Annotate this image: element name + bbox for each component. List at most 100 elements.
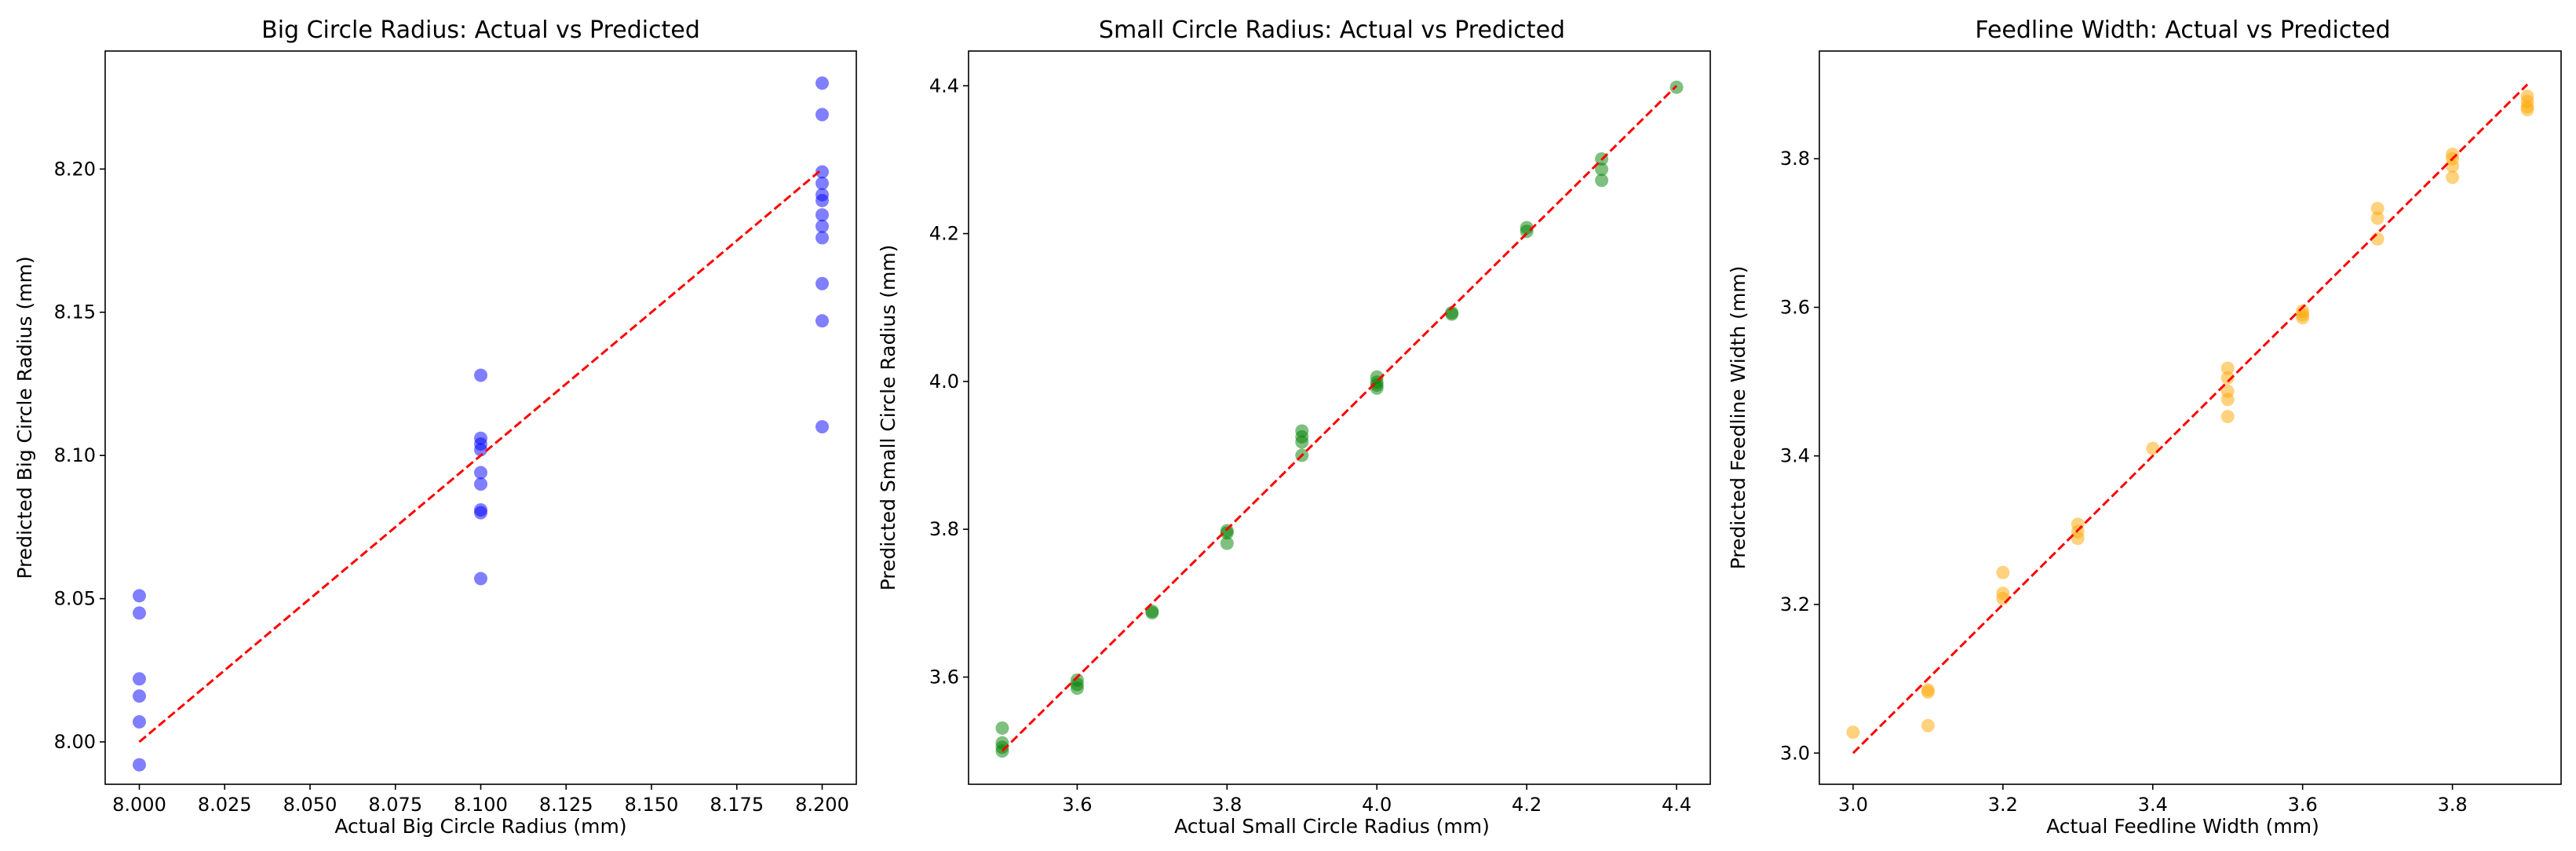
data-point — [1370, 381, 1384, 395]
x-tick-label: 8.100 — [454, 794, 508, 816]
data-point — [474, 466, 487, 480]
data-point — [1145, 606, 1159, 620]
x-tick-label: 3.2 — [1988, 794, 2018, 816]
y-tick-label: 3.6 — [929, 666, 959, 688]
x-tick-label: 4.2 — [1512, 794, 1542, 816]
x-axis-label: Actual Feedline Width (mm) — [2046, 815, 2319, 838]
data-point — [133, 672, 146, 686]
subplot-small-circle-radius: Small Circle Radius: Actual vs Predicted… — [877, 16, 1711, 838]
data-point — [133, 589, 146, 603]
data-point — [474, 506, 487, 520]
data-point — [2220, 361, 2235, 375]
x-tick-label: 3.6 — [2288, 794, 2318, 816]
chart-title: Small Circle Radius: Actual vs Predicted — [1099, 16, 1565, 44]
data-point — [1921, 685, 1935, 699]
x-tick-label: 3.6 — [1062, 794, 1092, 816]
chart-title: Feedline Width: Actual vs Predicted — [1975, 16, 2390, 44]
data-point — [1520, 225, 1534, 239]
data-point — [1445, 307, 1459, 321]
data-point — [474, 477, 487, 491]
axes-frame — [1819, 50, 2562, 785]
data-point — [815, 208, 829, 222]
data-point — [2220, 371, 2235, 385]
x-tick-label: 8.000 — [112, 794, 166, 816]
y-tick-label: 4.4 — [929, 75, 959, 97]
y-tick-label: 8.05 — [54, 588, 96, 610]
x-tick-label: 3.0 — [1838, 794, 1868, 816]
data-point — [133, 758, 146, 772]
x-axis-label: Actual Big Circle Radius (mm) — [334, 815, 626, 838]
x-tick-label: 4.0 — [1362, 794, 1392, 816]
data-point — [1595, 173, 1609, 188]
x-tick-label: 8.050 — [283, 794, 338, 816]
data-point — [2446, 170, 2460, 184]
data-point — [2370, 211, 2384, 225]
y-tick-label: 8.10 — [54, 444, 96, 466]
ideal-reference-line — [1001, 85, 1678, 752]
data-point — [2370, 202, 2384, 216]
data-point — [2296, 311, 2310, 325]
data-point — [815, 314, 829, 328]
data-point — [1295, 435, 1309, 449]
data-point — [133, 606, 146, 620]
x-tick-label: 8.175 — [710, 794, 764, 816]
data-point — [474, 572, 487, 586]
data-point — [2220, 410, 2235, 424]
y-tick-label: 3.6 — [1780, 296, 1810, 318]
data-point — [815, 231, 829, 245]
y-tick-label: 3.0 — [1780, 742, 1810, 764]
data-point — [1996, 565, 2010, 579]
data-point — [815, 219, 829, 233]
data-point — [133, 714, 146, 729]
x-tick-label: 3.4 — [2138, 794, 2168, 816]
data-point — [1846, 725, 1860, 740]
data-point — [815, 165, 829, 179]
ideal-reference-line — [1852, 83, 2529, 754]
subplot-feedline-width: Feedline Width: Actual vs Predicted Actu… — [1727, 16, 2562, 838]
data-point — [815, 76, 829, 90]
x-tick-label: 3.8 — [1212, 794, 1242, 816]
subplot-big-circle-radius: Big Circle Radius: Actual vs Predicted A… — [13, 16, 857, 838]
y-tick-label: 8.15 — [54, 301, 96, 323]
axes-frame — [968, 50, 1711, 785]
data-point — [815, 177, 829, 191]
data-point — [2446, 159, 2460, 173]
data-point — [1921, 718, 1935, 732]
y-tick-label: 3.2 — [1780, 594, 1810, 615]
data-point — [1595, 163, 1609, 177]
x-tick-label: 8.150 — [625, 794, 679, 816]
y-axis-label: Predicted Small Circle Radius (mm) — [877, 245, 899, 591]
y-tick-label: 8.20 — [54, 158, 96, 180]
y-tick-label: 3.8 — [929, 518, 959, 540]
data-point — [1070, 681, 1084, 696]
data-point — [2220, 393, 2235, 407]
y-tick-label: 3.8 — [1780, 148, 1810, 170]
data-point — [133, 689, 146, 703]
x-tick-label: 8.025 — [198, 794, 252, 816]
data-point — [2146, 441, 2160, 455]
data-point — [2071, 531, 2085, 546]
data-point — [815, 420, 829, 434]
y-axis-label: Predicted Big Circle Radius (mm) — [13, 256, 36, 579]
data-point — [1220, 526, 1234, 540]
y-axis-label: Predicted Feedline Width (mm) — [1727, 266, 1750, 570]
x-axis-label: Actual Small Circle Radius (mm) — [1174, 815, 1490, 838]
data-point — [1220, 536, 1234, 550]
data-point — [815, 108, 829, 122]
data-point — [995, 721, 1009, 735]
data-point — [2520, 103, 2534, 117]
data-point — [474, 368, 487, 382]
x-tick-label: 8.125 — [539, 794, 593, 816]
data-point — [474, 443, 487, 457]
y-tick-label: 4.2 — [929, 223, 959, 245]
x-tick-label: 3.8 — [2438, 794, 2468, 816]
data-point — [815, 193, 829, 207]
y-tick-label: 3.4 — [1780, 445, 1810, 467]
chart-title: Big Circle Radius: Actual vs Predicted — [261, 16, 700, 44]
y-tick-label: 4.0 — [929, 371, 959, 393]
x-tick-label: 8.075 — [368, 794, 422, 816]
x-tick-label: 4.4 — [1662, 794, 1691, 816]
ideal-reference-line — [138, 168, 823, 743]
